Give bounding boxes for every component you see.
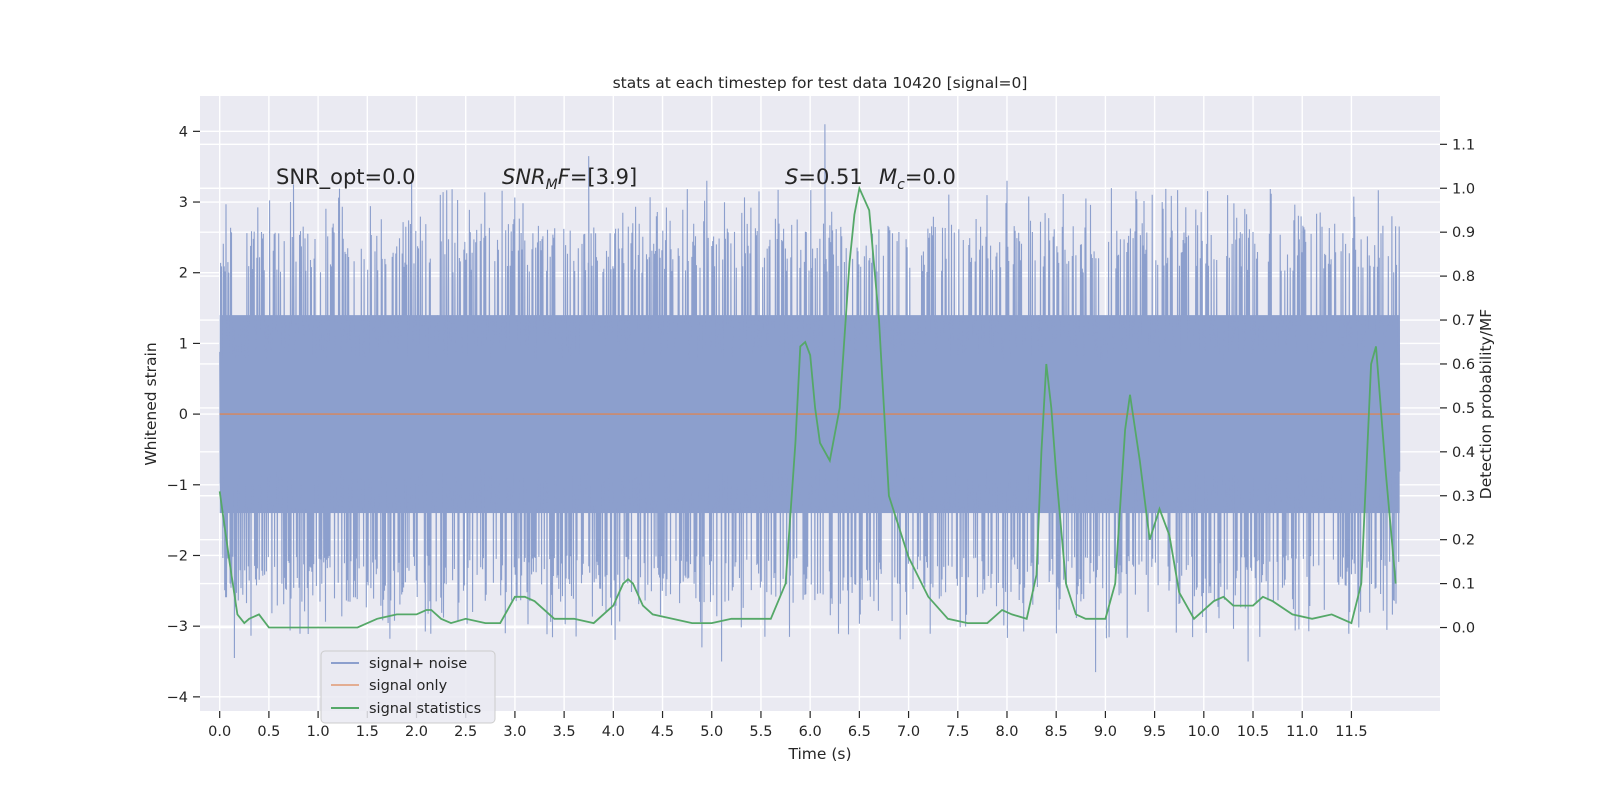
legend-box — [320, 650, 496, 724]
series-signal-statistics — [218, 185, 1397, 629]
y-left-tick-label: 0 — [179, 407, 188, 423]
chart-title: stats at each timestep for test data 104… — [613, 74, 1028, 92]
y-left-tick-label: 4 — [179, 124, 188, 140]
noise-line — [219, 124, 1401, 673]
y-right-tick-label: 0.9 — [1452, 225, 1475, 241]
y-right-tick-label: 0.3 — [1452, 489, 1475, 505]
x-axis-label: Time (s) — [787, 745, 851, 763]
y-left-tick-label: 3 — [179, 195, 188, 211]
x-tick-label: 5.5 — [749, 724, 772, 740]
x-tick-label: 1.5 — [356, 724, 379, 740]
legend-label-signal-only: signal only — [369, 678, 448, 694]
x-tick-label: 2.0 — [405, 724, 428, 740]
y-right-tick-label: 0.5 — [1452, 401, 1475, 417]
y-right-tick-label: 0.6 — [1452, 357, 1475, 373]
x-tick-label: 9.5 — [1143, 724, 1166, 740]
x-tick-label: 6.5 — [848, 724, 871, 740]
x-tick-label: 10.5 — [1237, 724, 1269, 740]
annotation-snr-mf: SNRMF=[3.9] — [502, 165, 637, 193]
y-left-tick-label: −4 — [167, 690, 188, 706]
y-right-tick-label: 0.4 — [1452, 445, 1475, 461]
y-right-tick-label: 1.1 — [1452, 137, 1475, 153]
legend: signal+ noise signal only signal statist… — [320, 650, 496, 724]
left-axis: −4 −3 −2 −1 0 1 2 3 4 — [167, 124, 200, 706]
y-left-tick-label: −2 — [167, 548, 188, 564]
y-right-tick-label: 0.2 — [1452, 533, 1475, 549]
legend-label-signal-noise: signal+ noise — [369, 656, 467, 672]
y-left-tick-label: −1 — [167, 478, 188, 494]
x-tick-label: 7.0 — [897, 724, 920, 740]
x-tick-label: 9.0 — [1094, 724, 1117, 740]
x-tick-label: 7.5 — [946, 724, 969, 740]
x-tick-label: 10.0 — [1188, 724, 1220, 740]
right-axis: 0.0 0.1 0.2 0.3 0.4 0.5 0.6 0.7 0.8 0.9 1.0 1.1 — [1440, 137, 1475, 637]
x-tick-label: 5.0 — [700, 724, 723, 740]
x-tick-label: 6.0 — [799, 724, 822, 740]
legend-label-signal-statistics: signal statistics — [369, 701, 481, 717]
y-right-tick-label: 1.0 — [1452, 181, 1475, 197]
annotation-s: S=0.51 — [785, 165, 863, 189]
x-tick-label: 0.0 — [208, 724, 231, 740]
y-axis-left-label: Whitened strain — [142, 342, 160, 465]
x-tick-label: 4.5 — [651, 724, 674, 740]
x-axis: 0.0 0.5 1.0 1.5 2.0 2.5 3.0 3.5 4.0 4.5 5.0 5.5 6.0 6… — [208, 711, 1368, 740]
x-tick-label: 3.0 — [503, 724, 526, 740]
annotation-snr-opt: SNR_opt=0.0 — [276, 165, 416, 190]
x-tick-label: 0.5 — [257, 724, 280, 740]
x-tick-label: 3.5 — [553, 724, 576, 740]
x-tick-label: 8.5 — [1045, 724, 1068, 740]
y-right-tick-label: 0.7 — [1452, 313, 1475, 329]
signal-statistics-line — [218, 185, 1397, 629]
y-axis-right-label: Detection probability/MF — [1477, 309, 1495, 500]
y-right-tick-label: 0.1 — [1452, 577, 1475, 593]
x-tick-label: 11.5 — [1335, 724, 1367, 740]
y-left-tick-label: 2 — [179, 266, 188, 282]
y-right-tick-label: 0.0 — [1452, 621, 1475, 637]
x-tick-label: 4.0 — [602, 724, 625, 740]
annotation-mc: Mc=0.0 — [879, 165, 956, 193]
y-left-tick-label: 1 — [179, 336, 188, 352]
y-left-tick-label: −3 — [167, 619, 188, 635]
x-tick-label: 2.5 — [454, 724, 477, 740]
y-right-tick-label: 0.8 — [1452, 269, 1475, 285]
x-tick-label: 11.0 — [1286, 724, 1318, 740]
x-tick-label: 8.0 — [995, 724, 1018, 740]
x-tick-label: 1.0 — [307, 724, 330, 740]
